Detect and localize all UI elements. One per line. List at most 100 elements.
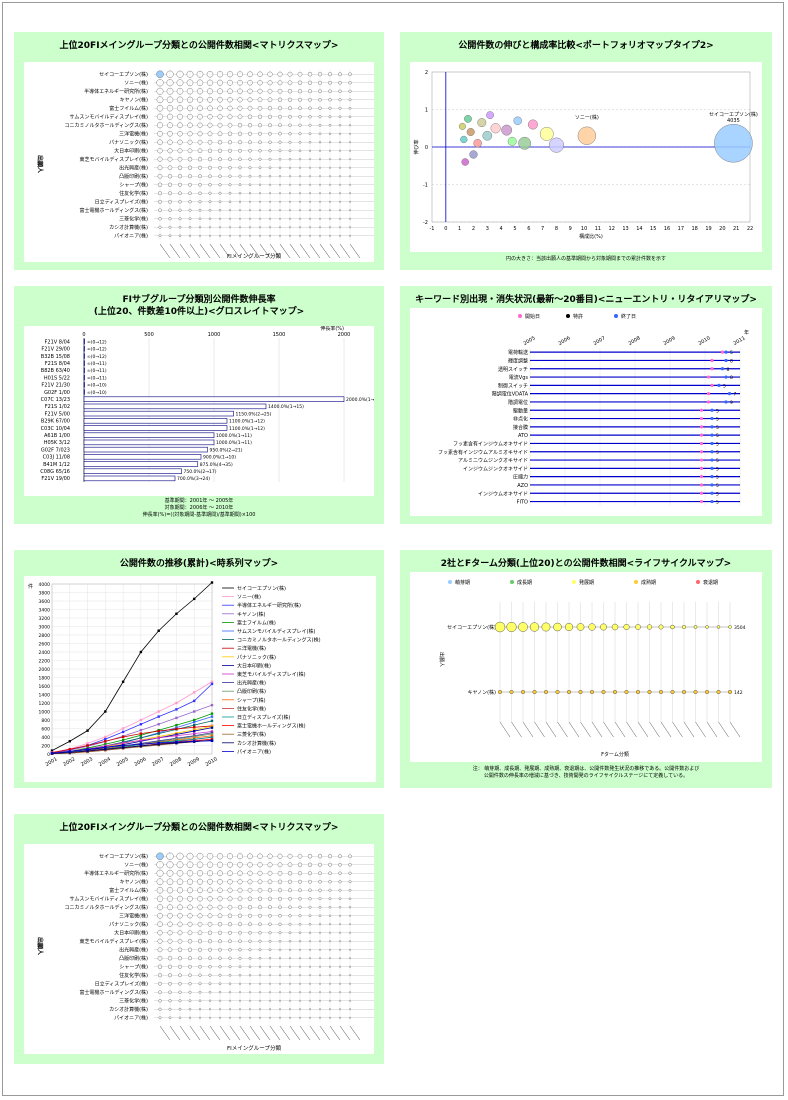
life-cell [635,689,640,694]
matrix-row-label: 住友化学(株) [119,190,148,197]
bubble-x-tick: 21 [733,226,739,232]
matrix-row-label: 住友化学(株) [119,972,148,979]
bubble-point [466,128,475,136]
bubble-x-tick: 8 [555,226,558,232]
matrix-col-tick [329,243,341,259]
entry-end-marker [710,491,714,495]
matrix-col-tick [319,243,331,259]
line-point [139,743,143,746]
life-col-tick [499,721,511,738]
growth-bar-label: ∞(0→12) [87,339,107,345]
matrix-row-label: パナソニック(株) [109,139,148,146]
line-point [86,742,89,745]
line-point [121,746,125,749]
growth-bar-label: ∞(0→12) [87,354,107,360]
life-col-tick [718,721,729,738]
growth-category: F21V 29/00 [41,347,70,353]
bubble-point [513,116,522,125]
growth-category: H05K 3/12 [44,440,70,446]
bubble-x-tick: 2 [472,226,475,232]
entry-end-label: 5 [716,491,719,497]
matrix-row-label: パイオニア(株) [114,1014,148,1021]
growth-bar-label: 750.0%(2→17) [184,469,217,475]
entry-legend-marker [566,314,570,318]
growth-bar [83,346,85,352]
growth-bar [83,374,85,381]
growth-bar-label: 900.0%(1→10) [203,455,236,461]
life-col-tick [603,721,614,738]
bubble-point [458,122,466,130]
growth-category: B41M 1/12 [43,462,70,468]
line-point [210,725,214,728]
bubble-y-tick: -2 [423,220,428,226]
growth-x-tick: 0 [82,332,85,338]
growth-rate-note: 基準期間：2001年 ～ 2005年 対象期間：2006年 ～ 2010年 伸長… [142,498,256,518]
line-point [193,691,196,694]
life-col-tick [545,721,557,738]
matrix-col-tick [319,1025,331,1041]
bubble-point [507,136,517,146]
life-cell [716,625,721,629]
matrix-row-label: セイコーエプソン(株) [99,853,148,860]
life-ylabel: 出願人 [438,652,445,667]
matrix-col-tick [199,243,211,259]
line-point [139,734,143,737]
line-point [104,743,107,746]
entry-start-marker [699,483,704,487]
matrix-row-label: 富士電機ホールディングス(株) [79,989,148,996]
bubble-point-label: 4035 [727,118,740,124]
entry-end-label: 5 [716,408,719,414]
matrix-row-label: 半導体エネルギー研究所(株) [84,870,148,877]
life-col-tick [637,721,649,738]
growth-category: F21S 1/02 [45,404,70,410]
matrix-row-label: コニカミノルタホールディングス(株) [64,904,148,911]
entry-end-label: 5 [716,450,719,456]
time-series-panel: 公開件数の推移(累計)<時系列マップ> 0 200 400 600 800 1000 120… [14,550,384,788]
matrix-col-tick [329,1025,341,1041]
matrix-row-label: 東芝モバイルディスプレイ(株) [79,156,148,163]
line-point [193,718,196,722]
line-point [210,680,214,683]
entry-legend-marker [614,314,618,318]
entry-end-label: 8 [727,367,730,373]
life-cell [589,689,594,694]
line-y-tick: 1000 [39,709,51,715]
bubble-x-tick: 1 [458,226,461,232]
entry-end-label: 5 [730,350,733,356]
portfolio-map-title: 公開件数の伸びと構成率比較<ポートフォリオマップタイプ2> [458,41,714,51]
growth-category: F21V 8/04 [45,339,70,345]
life-cell [646,624,653,630]
growth-rate-plot: 伸長率(%) 0 500 1000 1500 2000 F21V 8/04 ∞(0→12) F2… [24,325,382,496]
life-cell [553,622,562,632]
matrix-row-label: 東芝モバイルディスプレイ(株) [79,938,148,945]
entry-category: 透明スイッチ [498,366,528,373]
life-cell [705,625,709,629]
life-cell [601,689,606,694]
matrix-col-tick [349,1025,361,1041]
line-y-tick: 2600 [39,641,51,647]
growth-bar [83,367,85,374]
entry-end-label: 8 [730,375,733,381]
bubble-point [714,123,753,163]
matrix-row-label: 半導体エネルギー研究所(株) [84,88,148,95]
growth-bar [83,382,85,388]
line-point [175,701,178,705]
matrix-row-label: 出光興産(株) [119,164,148,171]
lifecycle-title: 2社とFターム分類(上位20)との公開件数相関<ライフサイクルマップ> [440,559,732,569]
line-point [193,728,196,731]
line-point [50,751,54,755]
line-y-tick: 4000 [39,582,51,588]
matrix-col-tick [299,1025,311,1041]
growth-bar-label: 700.0%(3→24) [177,476,210,482]
growth-bar [83,446,208,453]
matrix-col-tick [209,1025,221,1041]
line-legend-label: 富士電機ホールディングス(株) [237,723,306,730]
line-point [157,723,160,726]
line-y-tick: 400 [41,735,50,741]
line-point [86,749,89,753]
entry-category: 接合膜 [513,424,528,431]
entry-end-marker [710,425,714,429]
matrix-row-label: セイコーエプソン(株) [99,71,148,78]
